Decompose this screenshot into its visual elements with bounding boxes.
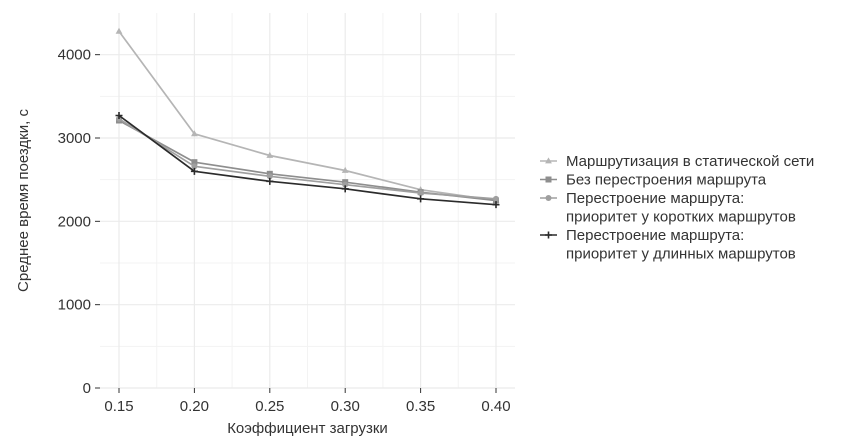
data-point bbox=[115, 27, 123, 34]
data-point bbox=[341, 166, 349, 173]
y-tick-label: 0 bbox=[83, 380, 91, 397]
legend-key-marker bbox=[545, 231, 552, 239]
data-point bbox=[115, 112, 123, 119]
data-point bbox=[417, 195, 425, 203]
x-axis-title: Коэффициент загрузки bbox=[227, 420, 388, 437]
legend-item: Без перестроения маршрута bbox=[540, 172, 767, 189]
legend-label: приоритет у длинных маршрутов bbox=[566, 246, 796, 263]
y-axis-title: Среднее время поездки, с bbox=[15, 109, 32, 292]
series-4 bbox=[115, 112, 500, 209]
x-tick-label: 0.35 bbox=[406, 398, 435, 415]
data-point bbox=[190, 167, 198, 175]
legend: Маршрутизация в статической сети Без пере… bbox=[540, 153, 814, 263]
series-line bbox=[118, 118, 497, 200]
x-tick-label: 0.15 bbox=[104, 398, 133, 415]
data-point bbox=[342, 181, 349, 188]
y-tick-label: 2000 bbox=[58, 213, 91, 230]
legend-label: приоритет у коротких маршрутов bbox=[566, 209, 796, 226]
series-line bbox=[118, 114, 497, 206]
legend-label: Без перестроения маршрута bbox=[566, 172, 767, 189]
data-point bbox=[266, 173, 273, 180]
legend-label: Перестроение маршрута: bbox=[566, 190, 744, 207]
legend-key-marker bbox=[545, 195, 552, 201]
y-tick-label: 3000 bbox=[58, 130, 91, 147]
data-point bbox=[191, 159, 198, 166]
y-tick-label: 4000 bbox=[58, 47, 91, 64]
legend-key-marker bbox=[545, 176, 552, 183]
x-tick-label: 0.20 bbox=[180, 398, 209, 415]
legend-item: Перестроение маршрута: приоритет у коротк… bbox=[540, 190, 796, 226]
legend-item: Перестроение маршрута: приоритет у длинны… bbox=[540, 227, 796, 263]
legend-item: Маршрутизация в статической сети bbox=[540, 153, 814, 170]
data-point bbox=[341, 185, 349, 193]
data-point bbox=[266, 151, 274, 158]
y-tick-label: 1000 bbox=[58, 297, 91, 314]
data-point bbox=[191, 130, 198, 137]
x-tick-label: 0.25 bbox=[255, 398, 284, 415]
series-group bbox=[115, 27, 500, 209]
data-point bbox=[191, 163, 198, 170]
legend-label: Маршрутизация в статической сети bbox=[566, 153, 814, 170]
data-point bbox=[417, 190, 424, 196]
data-point bbox=[493, 195, 499, 202]
axes: 0 1000 2000 3000 4000 0.15 0.20 0.25 0.30 0.35 0.4… bbox=[15, 47, 511, 437]
series-line bbox=[118, 30, 497, 202]
legend-label: Перестроение маршрута: bbox=[566, 227, 744, 244]
x-tick-label: 0.30 bbox=[331, 398, 360, 415]
legend-key-marker bbox=[545, 157, 552, 164]
series-3 bbox=[116, 115, 499, 202]
x-tick-label: 0.40 bbox=[481, 398, 510, 415]
data-point bbox=[492, 201, 500, 209]
data-point bbox=[266, 177, 274, 185]
